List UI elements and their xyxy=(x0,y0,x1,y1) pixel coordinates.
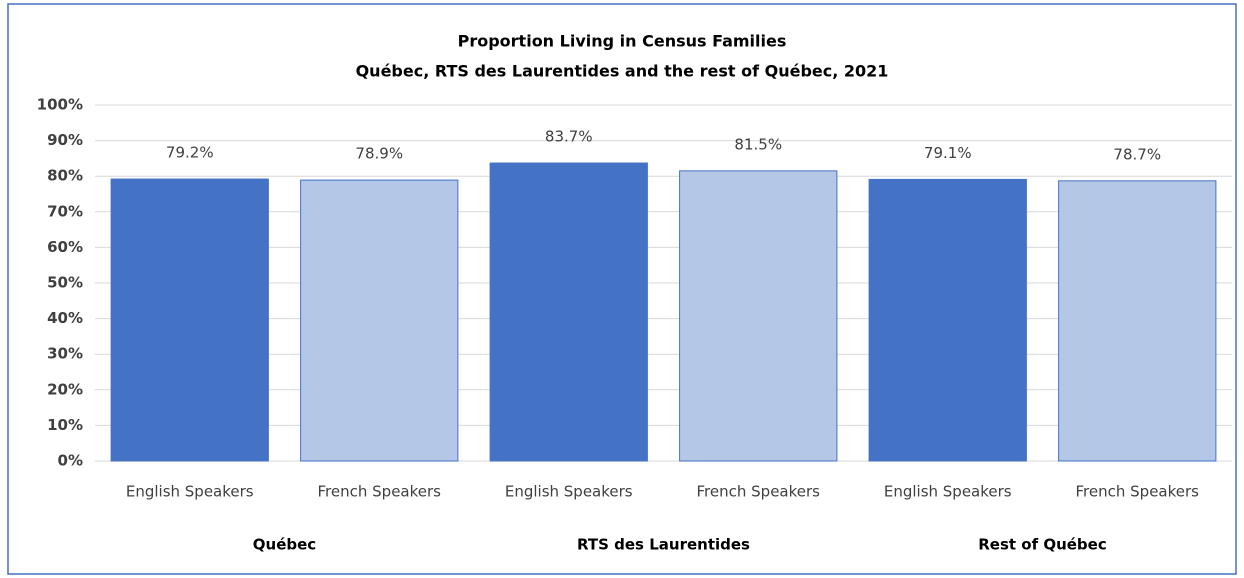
y-tick-label: 20% xyxy=(47,380,83,398)
y-tick-label: 80% xyxy=(47,167,83,185)
value-label: 79.1% xyxy=(924,144,972,162)
y-tick-label: 30% xyxy=(47,345,83,363)
bar xyxy=(489,162,648,462)
bar xyxy=(1058,180,1217,462)
value-label: 79.2% xyxy=(166,144,214,162)
y-tick-label: 70% xyxy=(47,202,83,220)
x-tick-label: French Speakers xyxy=(318,483,442,501)
y-tick-label: 90% xyxy=(47,131,83,149)
y-tick-label: 100% xyxy=(37,96,83,114)
y-tick-label: 60% xyxy=(47,238,83,256)
value-label: 81.5% xyxy=(734,135,782,153)
bar xyxy=(110,178,269,462)
x-tick-label: French Speakers xyxy=(697,483,821,501)
y-tick-label: 0% xyxy=(58,452,83,470)
value-label: 78.7% xyxy=(1113,145,1161,163)
y-tick-label: 50% xyxy=(47,274,83,292)
x-tick-label: English Speakers xyxy=(505,483,633,501)
bar xyxy=(300,179,459,462)
x-tick-label: English Speakers xyxy=(884,483,1012,501)
x-tick-label: English Speakers xyxy=(126,483,254,501)
group-label: RTS des Laurentides xyxy=(577,536,750,554)
group-label: Rest of Québec xyxy=(978,536,1107,554)
value-label: 83.7% xyxy=(545,128,593,146)
bar xyxy=(868,178,1027,462)
chart-title: Proportion Living in Census Families xyxy=(458,32,787,51)
x-tick-label: French Speakers xyxy=(1076,483,1200,501)
y-tick-label: 10% xyxy=(47,416,83,434)
value-label: 78.9% xyxy=(355,145,403,163)
y-tick-label: 40% xyxy=(47,309,83,327)
chart-subtitle: Québec, RTS des Laurentides and the rest… xyxy=(356,62,889,81)
group-label: Québec xyxy=(253,536,316,554)
bar xyxy=(679,170,838,462)
